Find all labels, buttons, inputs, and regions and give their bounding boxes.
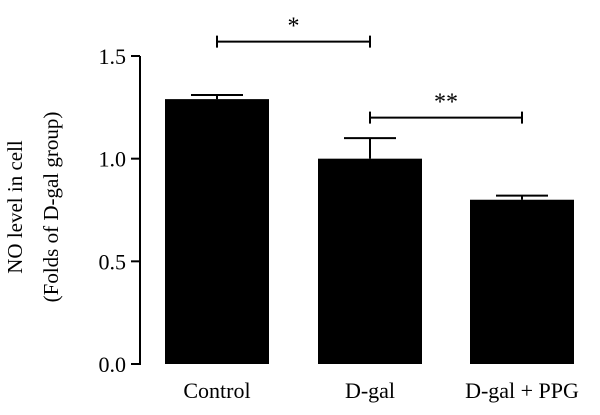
y-axis-label: NO level in cell (Folds of D-gal group) [3,112,63,303]
y-tick-label-3: 1.5 [99,44,127,69]
y-tick-label-0: 0.0 [99,352,127,377]
significance-label-0: * [288,14,300,40]
y-tick-label-2: 1.0 [99,147,127,172]
y-axis-label-line-2: (Folds of D-gal group) [39,112,63,303]
significance-label-1: ** [434,90,458,116]
bar-1 [318,158,422,364]
x-category-label-2: D-gal + PPG [465,378,579,403]
bar-0 [165,99,269,365]
y-axis-label-line-1: NO level in cell [3,140,27,274]
x-category-label-0: Control [183,378,250,403]
x-category-label-1: D-gal [345,378,395,403]
bar-2 [470,199,574,364]
y-tick-label-1: 0.5 [99,249,127,274]
